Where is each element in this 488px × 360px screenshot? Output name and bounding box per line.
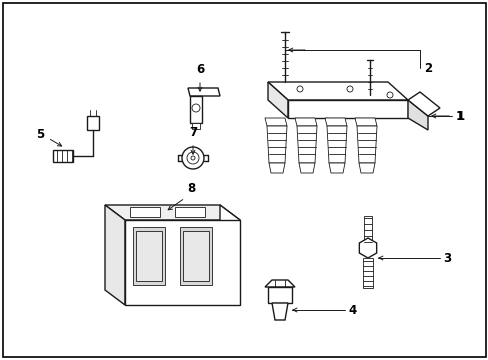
Polygon shape: [296, 126, 316, 163]
Polygon shape: [190, 96, 202, 123]
Text: 2: 2: [423, 62, 431, 75]
Polygon shape: [266, 126, 286, 163]
Polygon shape: [356, 126, 376, 163]
Bar: [136, 231, 162, 281]
Bar: [87, 116, 99, 130]
Text: 8: 8: [186, 182, 195, 195]
Bar: [183, 231, 208, 281]
Circle shape: [386, 92, 392, 98]
Text: 4: 4: [347, 303, 356, 316]
Circle shape: [192, 104, 200, 112]
Circle shape: [346, 86, 352, 92]
Bar: [192, 123, 200, 129]
Text: 1: 1: [455, 109, 463, 122]
Polygon shape: [294, 118, 316, 126]
Bar: [130, 207, 160, 217]
Polygon shape: [407, 92, 439, 116]
Text: 3: 3: [442, 252, 450, 265]
Polygon shape: [267, 82, 287, 118]
Circle shape: [191, 156, 195, 160]
Polygon shape: [125, 220, 240, 305]
Polygon shape: [268, 163, 285, 173]
Polygon shape: [220, 205, 240, 305]
Polygon shape: [180, 227, 212, 285]
Polygon shape: [354, 118, 376, 126]
Text: 1: 1: [456, 109, 464, 122]
Bar: [175, 207, 204, 217]
Polygon shape: [271, 303, 287, 320]
Polygon shape: [133, 227, 164, 285]
Bar: [362, 258, 372, 288]
Polygon shape: [287, 100, 407, 118]
Text: 7: 7: [188, 126, 197, 139]
Circle shape: [182, 147, 203, 169]
Polygon shape: [105, 205, 240, 220]
Polygon shape: [267, 82, 407, 100]
Bar: [267, 287, 291, 303]
Polygon shape: [358, 163, 374, 173]
Polygon shape: [328, 163, 345, 173]
Circle shape: [296, 86, 303, 92]
Polygon shape: [187, 88, 220, 96]
Bar: [363, 216, 371, 248]
Polygon shape: [326, 126, 346, 163]
Polygon shape: [359, 238, 376, 258]
Polygon shape: [264, 118, 286, 126]
Bar: [53, 150, 73, 162]
Circle shape: [186, 152, 199, 164]
Polygon shape: [325, 118, 346, 126]
Polygon shape: [298, 163, 314, 173]
Polygon shape: [407, 100, 427, 130]
Polygon shape: [105, 205, 125, 305]
Text: 6: 6: [196, 63, 203, 76]
Text: 5: 5: [36, 129, 44, 141]
Polygon shape: [264, 280, 294, 287]
